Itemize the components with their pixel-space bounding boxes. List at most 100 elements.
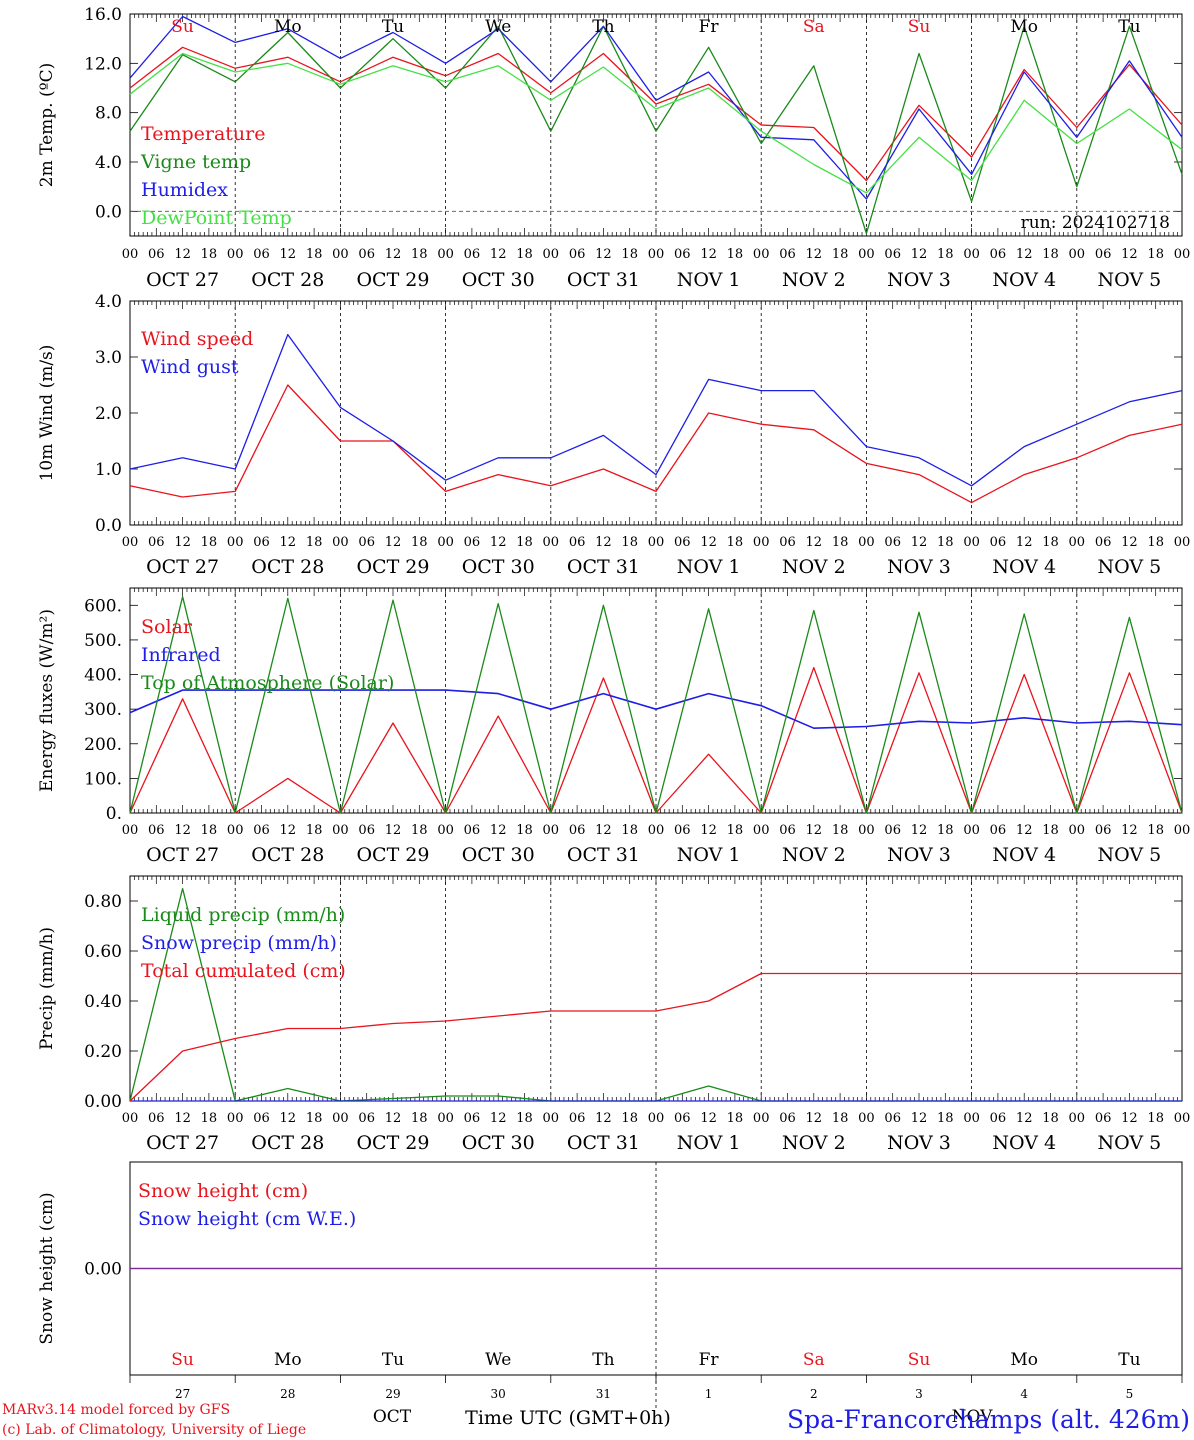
hour-label: 12 [1016,1111,1033,1126]
hour-label: 12 [911,247,928,262]
weekday-label: Th [592,1350,614,1370]
legend-entry: Snow precip (mm/h) [141,932,337,954]
y-tick-label: 0. [106,804,122,824]
day-number: 31 [596,1387,611,1401]
hour-label: 00 [122,1111,139,1126]
weekday-label: Mo [274,1350,302,1370]
hour-label: 12 [280,247,297,262]
legend-entry: DewPoint Temp [141,207,292,229]
y-tick-label: 12.0 [84,54,122,74]
weekday-label: Sa [803,1350,825,1370]
hour-label: 18 [201,1111,218,1126]
hour-label: 18 [937,823,954,838]
y-tick-label: 600. [84,596,122,616]
y-tick-label: 0.00 [84,1260,122,1280]
weekday-label: Tu [382,17,404,37]
hour-label: 06 [148,535,165,550]
hour-label: 18 [621,535,638,550]
hour-label: 18 [201,247,218,262]
hour-label: 00 [1174,823,1191,838]
hour-label: 12 [700,1111,717,1126]
hour-label: 06 [1095,247,1112,262]
footer: MARv3.14 model forced by GFS (c) Lab. of … [2,1402,1190,1438]
hour-label: 00 [1174,1111,1191,1126]
weekday-label: Su [908,1350,931,1370]
hour-label: 00 [1069,1111,1086,1126]
hour-label: 12 [700,247,717,262]
legend-entry: Top of Atmosphere (Solar) [141,672,394,694]
hour-label: 18 [832,823,849,838]
hour-label: 06 [779,1111,796,1126]
hour-label: 12 [490,823,507,838]
hour-label: 18 [937,247,954,262]
date-label: NOV 5 [1098,269,1162,291]
date-label: OCT 30 [462,269,535,291]
hour-label: 06 [779,247,796,262]
legend-entry: Wind gust [141,356,239,378]
date-label: NOV 1 [677,269,741,291]
hour-label: 12 [490,247,507,262]
weekday-label: Su [171,1350,194,1370]
hour-label: 06 [569,247,586,262]
hour-label: 18 [621,1111,638,1126]
hour-label: 00 [648,535,665,550]
month-label: OCT [373,1407,412,1427]
day-number: 3 [915,1387,923,1401]
date-label: NOV 3 [887,269,951,291]
plot-frame [129,587,1183,814]
panel-4: 0.80 0.60 0.40 0.20 0.00 Precip (mm/h) Liquid … [37,875,1191,1154]
y-tick-label: 0.0 [95,516,122,536]
weekday-label: Su [171,17,194,37]
hour-label: 00 [332,1111,349,1126]
legend-entry: Humidex [141,179,228,201]
hour-label: 18 [1147,1111,1164,1126]
legend-entry: Snow height (cm) [138,1180,308,1202]
panel-2: 4.0 3.0 2.0 1.0 0.0 10m Wind (m/s) Wind speed W… [37,292,1190,578]
hour-label: 00 [648,247,665,262]
hour-label: 06 [990,247,1007,262]
hour-label: 06 [253,823,270,838]
hour-label: 00 [1069,823,1086,838]
date-label: NOV 1 [677,844,741,866]
series-line-dewpoint-temp [129,52,1183,194]
hour-label: 12 [280,823,297,838]
y-tick-label: 0.20 [84,1042,122,1062]
hour-label: 18 [727,247,744,262]
hour-label: 18 [201,535,218,550]
date-label: OCT 27 [146,1132,219,1154]
hour-label: 12 [595,247,612,262]
hour-label: 06 [569,823,586,838]
date-label: NOV 1 [677,556,741,578]
hour-label: 00 [753,1111,770,1126]
hour-label: 18 [516,535,533,550]
y-axis-label: 2m Temp. (ºC) [37,63,57,188]
hour-label: 00 [437,535,454,550]
y-axis-label: 10m Wind (m/s) [37,345,57,482]
hour-label: 12 [595,535,612,550]
date-label: NOV 4 [992,269,1056,291]
hour-label: 00 [648,823,665,838]
hour-label: 00 [963,823,980,838]
panel-5: 0.00 Snow height (cm) Snow height (cm) Snow… [37,1161,1183,1376]
hour-label: 06 [569,1111,586,1126]
hour-label: 06 [779,823,796,838]
snow-panel-axis: Su 27 Mo 28 Tu 29 We 30 Th 31 Fr 1 Sa 2 Su 3 Mo 4 Tu 5 OCT NO… [129,1350,1183,1429]
hour-label: 18 [727,1111,744,1126]
hour-label: 12 [1016,247,1033,262]
date-label: OCT 27 [146,556,219,578]
date-label: OCT 27 [146,844,219,866]
hour-label: 00 [1174,535,1191,550]
date-label: OCT 30 [462,844,535,866]
day-number: 4 [1020,1387,1028,1401]
y-tick-label: 300. [84,700,122,720]
hour-label: 06 [1095,823,1112,838]
y-tick-label: 4.0 [95,153,122,173]
legend-entry: Total cumulated (cm) [141,960,346,982]
date-label: OCT 27 [146,269,219,291]
hour-label: 06 [358,823,375,838]
hour-label: 18 [937,1111,954,1126]
run-annotation: run: 2024102718 [1021,213,1170,233]
day-number: 29 [385,1387,400,1401]
hour-label: 06 [990,1111,1007,1126]
weekday-label: Tu [382,1350,404,1370]
